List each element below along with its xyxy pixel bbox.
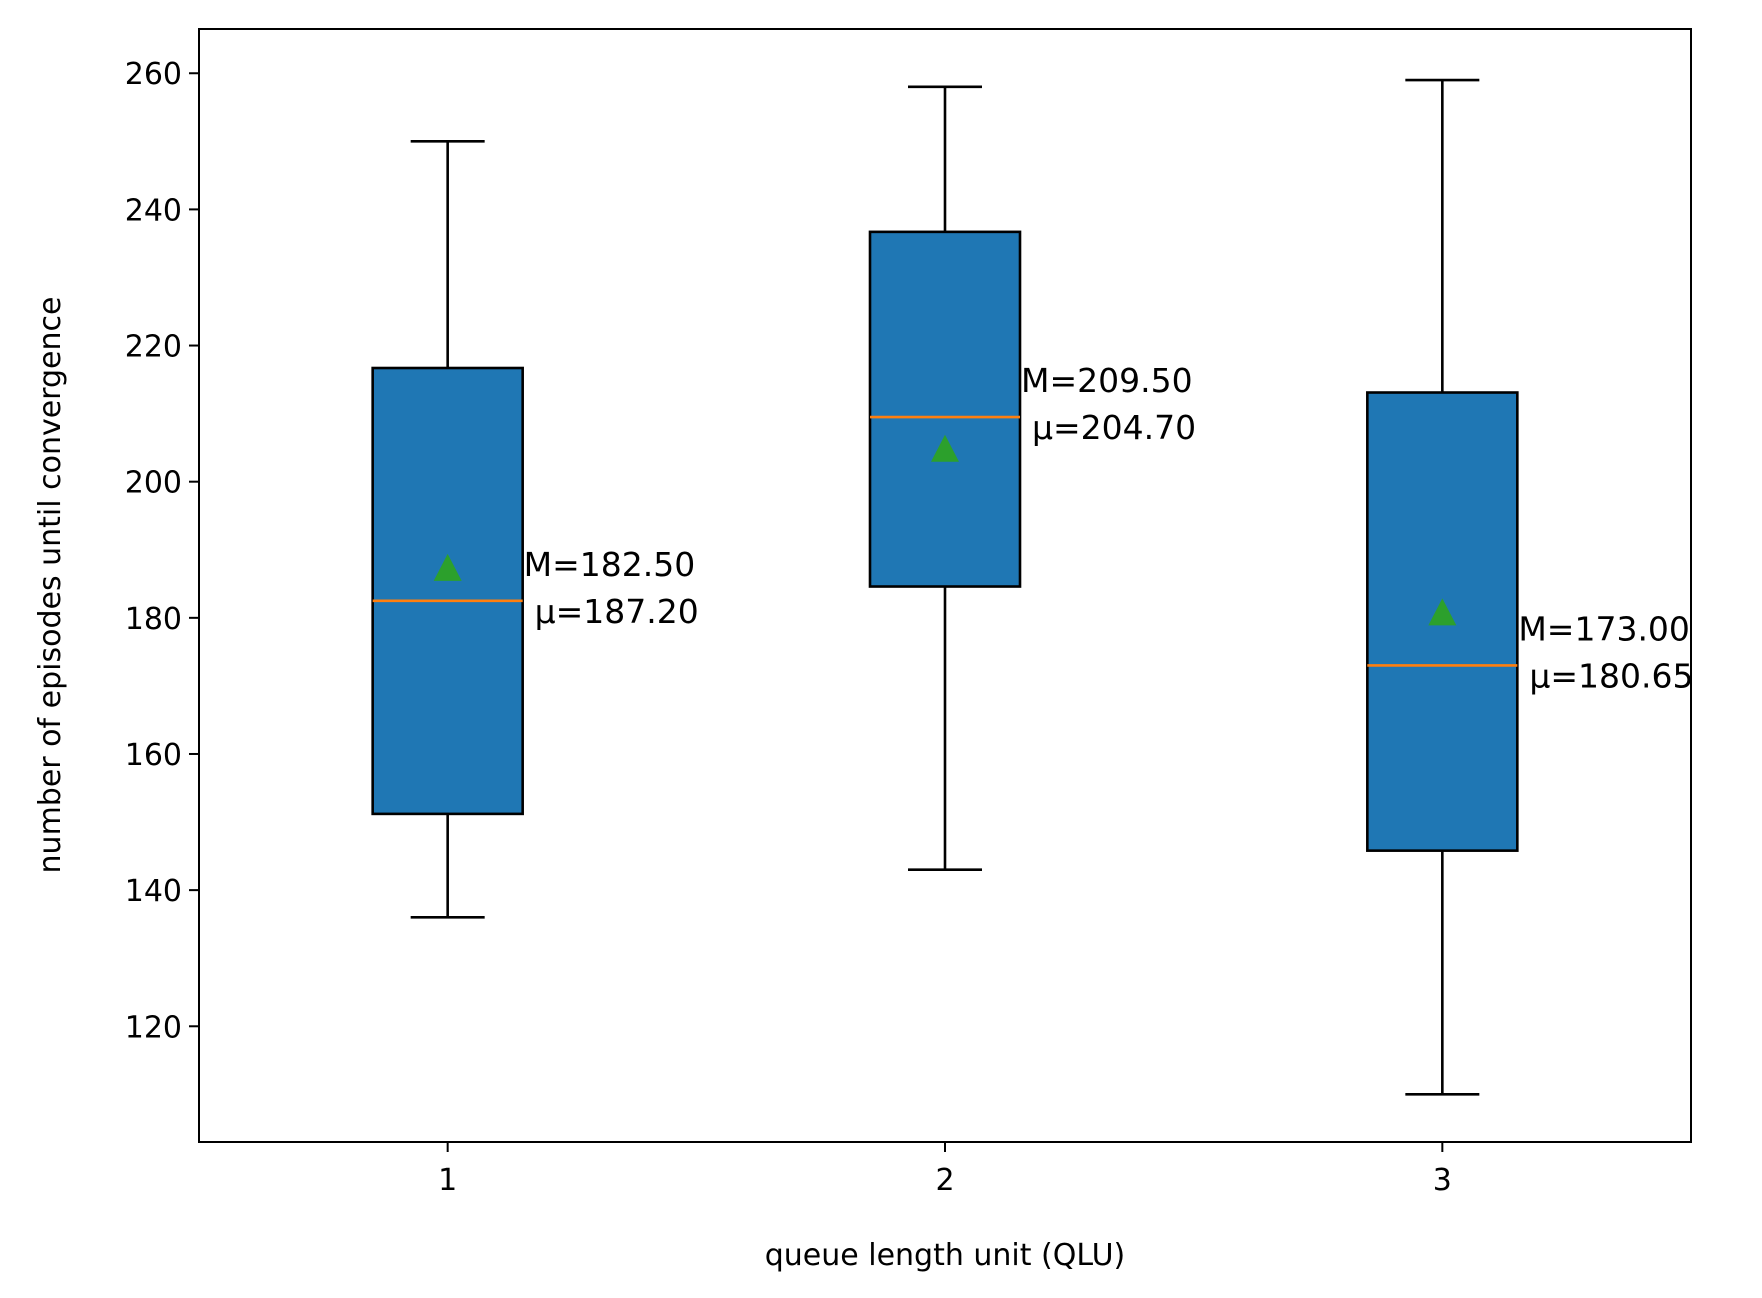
y-tick-label: 220 (125, 330, 182, 365)
mean-marker (931, 434, 959, 462)
mean-annotation: μ=187.20 (535, 592, 699, 631)
y-tick-label: 120 (125, 1010, 182, 1045)
box-group-1: M=182.50 μ=187.20 (371, 140, 699, 919)
x-tick-label: 2 (935, 1163, 954, 1198)
y-tick-label: 240 (125, 193, 182, 228)
y-tick-label: 160 (125, 738, 182, 773)
mean-annotation: μ=180.65 (1529, 656, 1693, 695)
y-tick-label: 140 (125, 874, 182, 909)
x-tick-label: 1 (438, 1163, 457, 1198)
box-iqr (371, 366, 524, 816)
y-axis-label: number of episodes until convergence (33, 297, 68, 874)
axis-ticks: 120 140 160 180 200 220 240 260 1 2 3 (125, 57, 1452, 1198)
mean-annotation: μ=204.70 (1032, 408, 1196, 447)
box-group-2: M=209.50 μ=204.70 (868, 85, 1196, 872)
box-iqr (868, 230, 1022, 588)
x-tick-label: 3 (1433, 1163, 1452, 1198)
plot-area: M=182.50 μ=187.20 M=209.50 μ=204.70 M=173.00… (371, 78, 1693, 1096)
box-group-3: M=173.00 μ=180.65 (1366, 78, 1693, 1096)
mean-marker (1428, 598, 1457, 626)
x-axis-label: queue length unit (QLU) (765, 1238, 1126, 1273)
y-tick-label: 180 (125, 602, 182, 637)
y-tick-label: 260 (125, 57, 182, 92)
median-annotation: M=209.50 (1021, 361, 1193, 400)
median-annotation: M=173.00 (1518, 609, 1690, 648)
mean-marker (433, 553, 462, 581)
y-tick-label: 200 (125, 466, 182, 501)
median-annotation: M=182.50 (524, 545, 696, 584)
